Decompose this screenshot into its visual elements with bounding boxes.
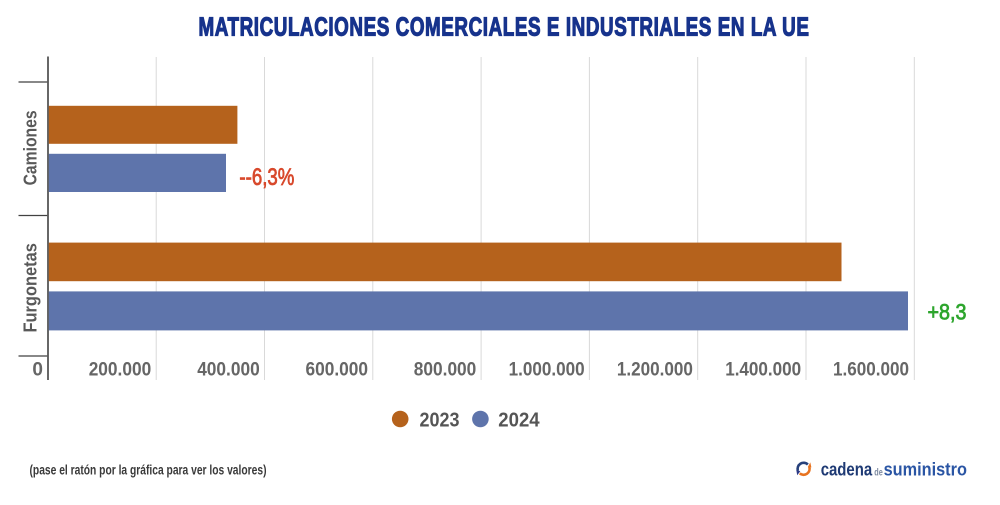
svg-text:1.000.000: 1.000.000: [509, 359, 585, 380]
svg-text:0: 0: [32, 359, 43, 380]
svg-text:400.000: 400.000: [197, 359, 260, 380]
svg-text:(pase el ratón por la gráfica: (pase el ratón por la gráfica para ver l…: [30, 461, 267, 477]
svg-text:800.000: 800.000: [414, 359, 477, 380]
svg-text:600.000: 600.000: [306, 359, 369, 380]
svg-text:+8,3: +8,3: [928, 300, 967, 325]
svg-text:2024: 2024: [498, 409, 540, 431]
svg-text:suministro: suministro: [884, 459, 967, 479]
svg-text:de: de: [874, 467, 883, 478]
svg-text:1.600.000: 1.600.000: [833, 359, 909, 380]
svg-text:--6,3%: --6,3%: [239, 164, 294, 191]
svg-text:1.400.000: 1.400.000: [725, 359, 801, 380]
svg-text:cadena: cadena: [821, 459, 873, 479]
svg-text:1.200.000: 1.200.000: [617, 359, 693, 380]
svg-text:2023: 2023: [420, 409, 460, 431]
svg-text:MATRICULACIONES COMERCIALES E: MATRICULACIONES COMERCIALES E INDUSTRIAL…: [199, 11, 810, 41]
svg-text:Camiones: Camiones: [21, 110, 41, 185]
svg-text:200.000: 200.000: [89, 359, 152, 380]
svg-text:Furgonetas: Furgonetas: [21, 243, 41, 333]
